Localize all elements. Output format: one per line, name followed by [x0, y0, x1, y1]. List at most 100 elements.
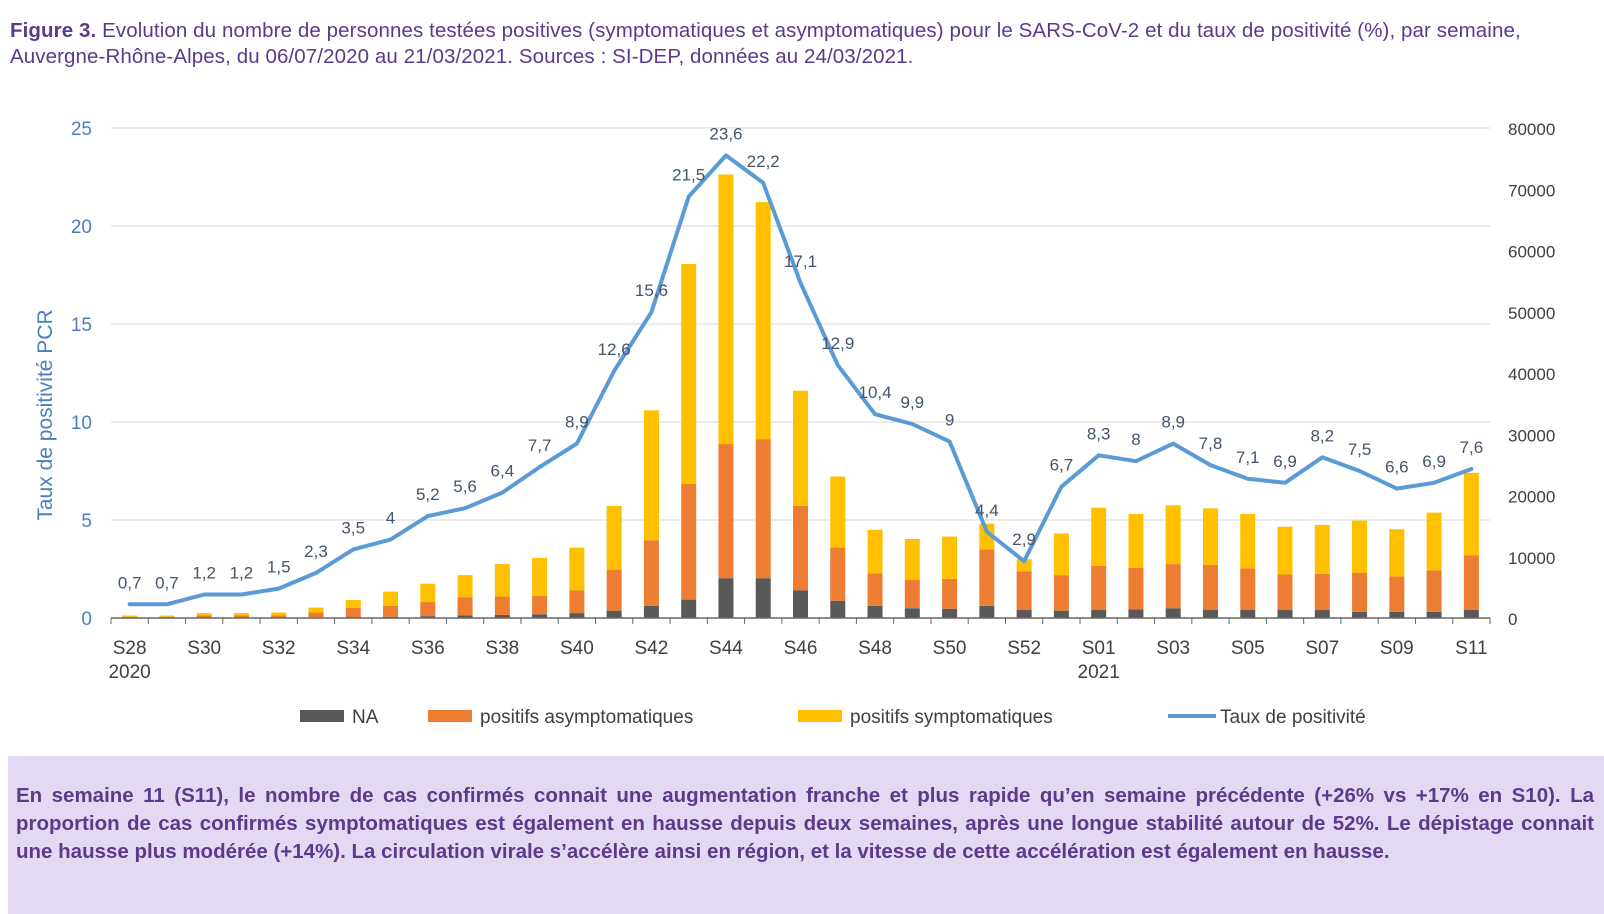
x-tick-label: S28 [113, 638, 147, 659]
right-tick-label: 60000 [1508, 243, 1555, 262]
bar-segment [1016, 559, 1032, 572]
positivity-data-label: 9,9 [900, 393, 924, 412]
bar-segment [1277, 574, 1293, 611]
bar-segment [569, 547, 585, 591]
bar-segment [979, 549, 995, 606]
positivity-data-label: 5,6 [453, 477, 477, 496]
bar-segment [1202, 508, 1218, 565]
positivity-data-label: 12,9 [821, 334, 854, 353]
positivity-data-label: 6,7 [1050, 456, 1074, 475]
bar-segment [718, 578, 734, 618]
bar-segment [681, 483, 697, 600]
right-tick-label: 50000 [1508, 304, 1555, 323]
figure-label: Figure 3. [10, 19, 97, 42]
bar-segment [159, 615, 175, 617]
legend-label: Taux de positivité [1220, 707, 1366, 728]
positivity-data-label: 8 [1131, 430, 1140, 449]
positivity-data-label: 1,5 [267, 558, 291, 577]
legend-label: positifs asymptomatiques [480, 707, 693, 728]
x-tick-label: S40 [560, 638, 594, 659]
bar-segment [569, 613, 585, 618]
bar-segment [457, 597, 473, 616]
positivity-line-path [127, 153, 1474, 607]
bar-segment [1240, 513, 1256, 569]
bar-segment [681, 263, 697, 484]
bar-segment [420, 602, 436, 617]
bar-segment [830, 600, 846, 618]
x-tick-label: S32 [262, 638, 296, 659]
bar-segment [904, 580, 920, 609]
positivity-data-label: 0,7 [155, 573, 179, 592]
bar-segment [1426, 512, 1442, 571]
x-tick-label: S46 [784, 638, 818, 659]
positivity-data-label: 1,2 [192, 563, 216, 582]
positivity-data-label: 7,8 [1199, 434, 1223, 453]
bar-segment [1463, 472, 1479, 556]
bar-segment [681, 599, 697, 618]
right-tick-label: 80000 [1508, 120, 1555, 139]
x-tick-label: S50 [933, 638, 967, 659]
legend-label: positifs symptomatiques [850, 707, 1053, 728]
bar-segment [1389, 611, 1405, 618]
bars [122, 174, 1479, 619]
right-tick-label: 70000 [1508, 181, 1555, 200]
bar-segment [1165, 608, 1181, 618]
x-tick-label: S01 [1082, 638, 1116, 659]
bar-segment [196, 613, 212, 616]
x-tick-sublabel: 2020 [108, 662, 150, 683]
positivity-line [127, 153, 1474, 607]
x-tick-label: S11 [1455, 638, 1487, 659]
bar-segment [1277, 526, 1293, 575]
chart: 0 5 10 15 20 25 0 10000 20000 30000 40000 50000 600… [34, 119, 1555, 728]
bar-segment [755, 202, 771, 440]
x-tick-label: S07 [1305, 638, 1339, 659]
positivity-data-label: 12,6 [598, 340, 631, 359]
left-tick-label: 0 [81, 609, 92, 630]
x-tick-label: S52 [1007, 638, 1041, 659]
bar-segment [1016, 571, 1032, 611]
right-tick-label: 0 [1508, 610, 1517, 629]
bar-segment [532, 557, 548, 596]
bar-segment [1053, 533, 1069, 576]
bar-segment [1463, 610, 1479, 618]
positivity-data-label: 17,1 [784, 252, 817, 271]
x-tick-label: S05 [1231, 638, 1265, 659]
bar-segment [1389, 529, 1405, 577]
x-axis-ticks: S28 2020 S30 S32 S34 S36 S38 S40 S42 S44 S46 S48 S50… [108, 618, 1491, 683]
x-tick-label: S34 [336, 638, 370, 659]
gridlines [111, 127, 1490, 521]
left-tick-label: 20 [71, 217, 92, 238]
positivity-data-label: 6,9 [1422, 452, 1446, 471]
x-tick-label: S03 [1156, 638, 1190, 659]
bar-segment [830, 476, 846, 548]
bar-segment [1240, 568, 1256, 611]
left-tick-label: 25 [71, 119, 92, 140]
bar-segment [793, 505, 808, 591]
figure-caption: Figure 3. Evolution du nombre de personn… [10, 18, 1596, 70]
left-axis-ticks: 0 5 10 15 20 25 [71, 119, 92, 630]
positivity-data-label: 0,7 [118, 573, 142, 592]
bar-segment [1053, 575, 1069, 611]
right-tick-label: 30000 [1508, 426, 1555, 445]
positivity-data-label: 4 [386, 509, 395, 528]
bar-segment [1277, 610, 1293, 618]
bar-segment [606, 569, 622, 611]
bar-segment [1426, 611, 1442, 618]
right-tick-label: 20000 [1508, 488, 1555, 507]
bar-segment [942, 608, 958, 618]
bar-segment [494, 564, 510, 597]
bar-segment [1128, 513, 1144, 568]
bar-segment [1463, 555, 1479, 611]
legend-label: NA [352, 707, 379, 728]
bar-segment [643, 540, 659, 606]
bar-segment [532, 614, 548, 618]
bar-segment [233, 615, 249, 618]
bar-segment [420, 616, 436, 618]
bar-segment [606, 610, 622, 618]
bar-segment [942, 536, 958, 579]
summary-box: En semaine 11 (S11), le nombre de cas co… [8, 756, 1604, 914]
bar-segment [867, 605, 883, 618]
positivity-data-label: 9 [945, 411, 954, 430]
positivity-data-label: 3,5 [341, 518, 365, 537]
bar-segment [308, 607, 324, 613]
